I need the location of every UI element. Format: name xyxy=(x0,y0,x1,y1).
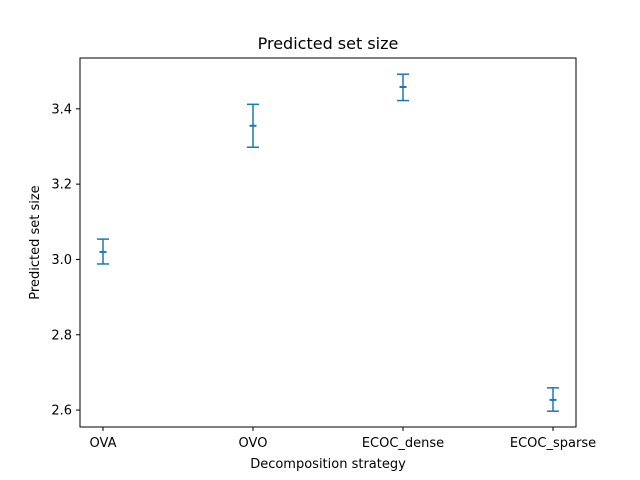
y-tick-label: 3.2 xyxy=(51,178,72,193)
y-tick-label: 3.4 xyxy=(51,102,72,117)
x-axis-ticks: OVA OVO ECOC_dense ECOC_sparse xyxy=(90,427,596,451)
y-tick-label: 2.6 xyxy=(51,404,72,419)
errorbar-ecoc-dense xyxy=(397,73,409,102)
x-tick-label: OVA xyxy=(90,436,117,451)
x-axis-label: Decomposition strategy xyxy=(250,457,406,472)
y-axis-label: Predicted set size xyxy=(28,185,43,299)
chart-title: Predicted set size xyxy=(258,34,399,53)
errorbar-ovo xyxy=(247,103,259,148)
errorbar-ova xyxy=(97,238,109,265)
x-tick-label: ECOC_dense xyxy=(362,436,444,451)
plot-marks xyxy=(97,73,559,412)
x-tick-label: ECOC_sparse xyxy=(510,436,596,451)
y-tick-label: 3.0 xyxy=(51,253,72,268)
y-tick-label: 2.8 xyxy=(51,328,72,343)
x-tick-label: OVO xyxy=(239,436,268,451)
y-axis-ticks: 2.6 2.8 3.0 3.2 3.4 xyxy=(51,102,80,419)
errorbar-ecoc-sparse xyxy=(547,387,559,412)
plot-frame xyxy=(79,57,577,428)
